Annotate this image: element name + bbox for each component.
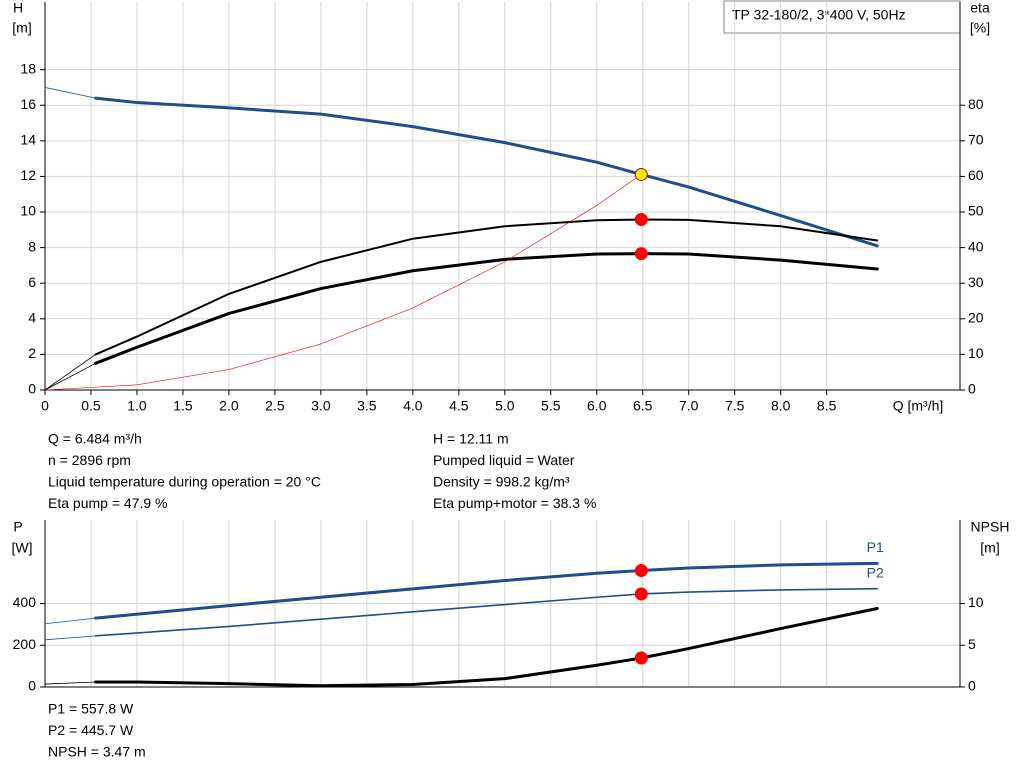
info-text: H = 12.11 m: [433, 431, 509, 447]
x-tick-label: 5.5: [541, 398, 561, 414]
series-label: P1: [867, 539, 884, 555]
footer-text: P1 = 557.8 W: [48, 701, 134, 717]
x-tick-label: 1.0: [127, 398, 147, 414]
y2-tick-label: 40: [968, 238, 984, 254]
operating-point: [634, 247, 648, 261]
info-text: Eta pump = 47.9 %: [48, 495, 167, 511]
y-tick-label: 12: [20, 167, 36, 183]
operating-point: [634, 587, 648, 601]
info-text: Liquid temperature during operation = 20…: [48, 474, 321, 490]
info-text: Density = 998.2 kg/m³: [433, 474, 570, 490]
y-label: H: [13, 0, 23, 16]
x-tick-label: 2.5: [265, 398, 285, 414]
x-tick-label: 0.5: [81, 398, 101, 414]
curve: [44, 681, 96, 685]
curve: [44, 174, 642, 391]
y-tick-label: 2: [28, 345, 36, 361]
y-label: [W]: [12, 540, 33, 556]
x-tick-label: 6.0: [587, 398, 607, 414]
operating-point: [634, 564, 648, 578]
y2-tick-label: 20: [968, 310, 984, 326]
x-tick-label: 4.5: [449, 398, 469, 414]
operating-point: [634, 212, 648, 226]
y2-tick-label: 0: [968, 678, 976, 694]
y-tick-label: 400: [13, 594, 37, 610]
y-tick-label: 4: [28, 310, 36, 326]
y2-tick-label: 80: [968, 96, 984, 112]
curve: [44, 87, 96, 99]
x-tick-label: 3.5: [357, 398, 377, 414]
y-tick-label: 16: [20, 96, 36, 112]
x-tick-label: 4.0: [403, 398, 423, 414]
x-tick-label: 7.5: [725, 398, 745, 414]
y2-label: eta: [970, 0, 990, 16]
y-label: [m]: [12, 20, 31, 36]
y2-tick-label: 30: [968, 274, 984, 290]
curve: [94, 96, 879, 248]
info-text: Pumped liquid = Water: [433, 452, 575, 468]
x-tick-label: 8.5: [817, 398, 837, 414]
x-tick-label: 2.0: [219, 398, 239, 414]
curve: [44, 362, 96, 391]
x-tick-label: 3.0: [311, 398, 331, 414]
curve: [94, 587, 879, 637]
x-tick-label: 1.5: [173, 398, 193, 414]
info-text: Eta pump+motor = 38.3 %: [433, 495, 596, 511]
curve: [44, 635, 96, 641]
x-tick-label: 8.0: [771, 398, 791, 414]
operating-point: [634, 651, 648, 665]
y-tick-label: 8: [28, 238, 36, 254]
curve: [94, 561, 879, 620]
y2-tick-label: 5: [968, 636, 976, 652]
title-box: [723, 0, 961, 34]
curve: [44, 617, 96, 625]
curve: [44, 354, 96, 391]
x-tick-label: 5.0: [495, 398, 515, 414]
y2-label: [m]: [980, 540, 999, 556]
y2-tick-label: 10: [968, 594, 984, 610]
y2-tick-label: 50: [968, 203, 984, 219]
y2-label: [%]: [970, 20, 990, 36]
y-tick-label: 14: [20, 132, 36, 148]
y-tick-label: 10: [20, 203, 36, 219]
x-tick-label: 6.5: [633, 398, 653, 414]
x-label: Q [m³/h]: [893, 398, 944, 414]
curve: [94, 252, 879, 365]
series-label: P2: [867, 564, 884, 580]
y-label: P: [13, 519, 22, 535]
operating-point: [634, 167, 648, 181]
x-tick-label: 7.0: [679, 398, 699, 414]
y2-tick-label: 0: [968, 381, 976, 397]
footer-text: P2 = 445.7 W: [48, 722, 134, 738]
footer-text: NPSH = 3.47 m: [48, 744, 146, 760]
y-tick-label: 200: [13, 636, 37, 652]
y2-tick-label: 10: [968, 345, 984, 361]
x-tick-label: 0: [41, 398, 49, 414]
y-tick-label: 0: [28, 381, 36, 397]
info-text: Q = 6.484 m³/h: [48, 431, 142, 447]
y2-tick-label: 60: [968, 167, 984, 183]
curve: [94, 218, 879, 356]
y-tick-label: 6: [28, 274, 36, 290]
chart-title: TP 32-180/2, 3*400 V, 50Hz: [732, 7, 906, 23]
y2-tick-label: 70: [968, 132, 984, 148]
y2-label: NPSH: [971, 519, 1010, 535]
info-text: n = 2896 rpm: [48, 452, 131, 468]
curve: [94, 607, 879, 688]
y-tick-label: 18: [20, 60, 36, 76]
y-tick-label: 0: [28, 678, 36, 694]
